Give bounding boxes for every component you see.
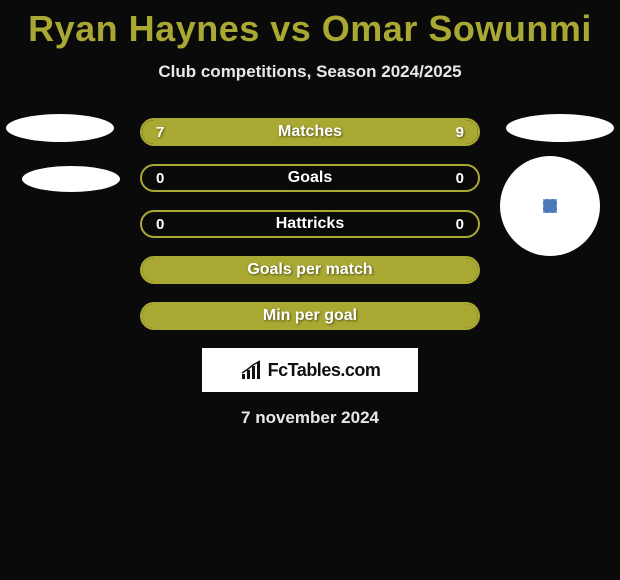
page-title: Ryan Haynes vs Omar Sowunmi [0, 0, 620, 50]
player-right-avatar-1 [506, 114, 614, 142]
brand-icon [240, 360, 264, 380]
stat-row: Goals per match [140, 256, 480, 284]
date-label: 7 november 2024 [0, 408, 620, 428]
placeholder-icon [543, 199, 557, 213]
comparison-content: 79Matches 00Goals 00Hattricks Goals per mat… [0, 118, 620, 428]
stat-row: Min per goal [140, 302, 480, 330]
player-left-avatar-2 [22, 166, 120, 192]
brand-badge: FcTables.com [202, 348, 418, 392]
stat-label: Goals [142, 166, 478, 190]
player-right-avatar-2 [500, 156, 600, 256]
stat-label: Goals per match [142, 258, 478, 282]
player-left-avatar-1 [6, 114, 114, 142]
subtitle: Club competitions, Season 2024/2025 [0, 62, 620, 82]
stat-row: 00Goals [140, 164, 480, 192]
stat-label: Hattricks [142, 212, 478, 236]
brand-text: FcTables.com [268, 360, 381, 381]
stat-row: 79Matches [140, 118, 480, 146]
stat-bars: 79Matches 00Goals 00Hattricks Goals per mat… [140, 118, 480, 330]
stat-label: Matches [142, 120, 478, 144]
stat-row: 00Hattricks [140, 210, 480, 238]
stat-label: Min per goal [142, 304, 478, 328]
